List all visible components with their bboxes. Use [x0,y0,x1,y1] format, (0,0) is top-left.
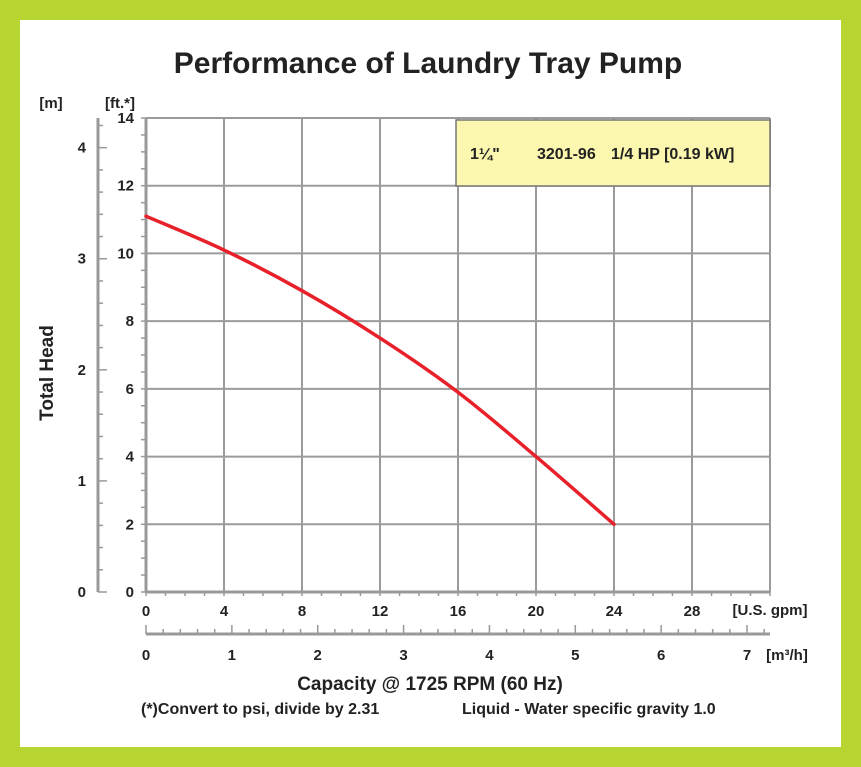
x-primary-unit: [U.S. gpm] [733,602,808,619]
x-tick-label: 28 [684,603,701,620]
y-tick-label: 6 [126,381,134,398]
y2-tick-label: 2 [78,362,86,379]
x2-tick-label: 0 [142,647,150,664]
series [144,214,616,527]
y-tick-label: 2 [126,516,134,533]
chart-title: Performance of Laundry Tray Pump [174,47,682,80]
spec-model: 3201-96 [537,146,596,163]
x-axis-title: Capacity @ 1725 RPM (60 Hz) [297,674,563,695]
x-secondary-unit: [m³/h] [766,647,808,664]
chart-frame: Performance of Laundry Tray Pump 1¼" 320… [20,20,841,747]
footnote-psi: (*)Convert to psi, divide by 2.31 [141,701,379,718]
y2-tick-label: 1 [78,473,86,490]
y-secondary-unit: [m] [39,95,62,112]
y-primary-unit: [ft.*] [105,95,135,112]
footnote-liquid: Liquid - Water specific gravity 1.0 [462,701,716,718]
y-tick-label: 8 [126,313,134,330]
x2-tick-label: 3 [399,647,407,664]
x2-tick-label: 6 [657,647,665,664]
x2-tick-label: 5 [571,647,579,664]
x-tick-label: 0 [142,603,150,620]
x2-tick-label: 2 [314,647,322,664]
axes [96,117,771,636]
x-tick-label: 16 [450,603,467,620]
x-tick-label: 4 [220,603,229,620]
x2-tick-label: 7 [743,647,751,664]
pump-performance-chart: Performance of Laundry Tray Pump 1¼" 320… [37,47,808,718]
grid [146,117,771,592]
x-tick-label: 20 [528,603,545,620]
head-capacity-curve [144,214,616,527]
y2-tick-label: 3 [78,251,86,268]
x-tick-label: 8 [298,603,306,620]
x-tick-label: 24 [606,603,623,620]
y2-tick-label: 4 [78,140,87,157]
y-axis-title: Total Head [37,325,58,421]
spec-size: 1¼" [470,146,500,163]
y-tick-label: 14 [117,110,134,127]
x2-tick-label: 4 [485,647,494,664]
x2-tick-label: 1 [228,647,236,664]
spec-box [455,119,771,187]
spec-power: 1/4 HP [0.19 kW] [611,146,734,163]
y-tick-label: 4 [126,449,135,466]
y-tick-label: 0 [126,584,134,601]
y2-tick-label: 0 [78,584,86,601]
y-tick-label: 12 [117,178,134,195]
y-tick-label: 10 [117,245,134,262]
x-tick-label: 12 [372,603,389,620]
